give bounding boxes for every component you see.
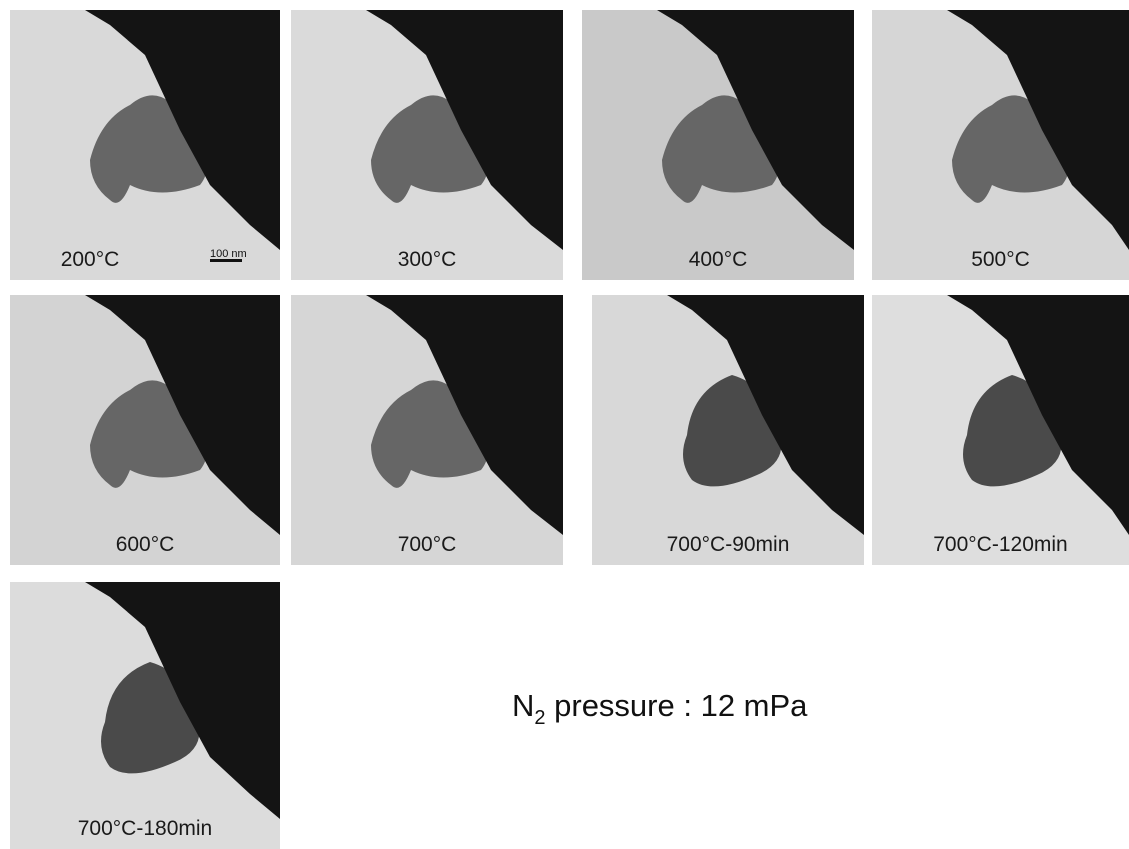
micrograph	[85, 582, 280, 819]
micrograph	[947, 10, 1129, 250]
panel-label: 700°C	[397, 533, 457, 556]
sample-edge	[667, 295, 864, 535]
panel-label: 700°C-180min	[77, 817, 213, 840]
panel-label: 400°C	[688, 248, 748, 271]
micrograph-panel: 400°C	[582, 10, 854, 280]
panel-label: 500°C	[971, 248, 1030, 271]
panel-label: 700°C-90min	[666, 533, 790, 556]
panel-label: 600°C	[115, 533, 175, 556]
panel-label: 200°C	[60, 248, 120, 271]
sample-edge	[366, 10, 563, 250]
micrograph	[85, 295, 280, 535]
caption-subscript: 2	[534, 707, 546, 729]
micrograph-panel: 600°C	[10, 295, 280, 565]
panel-label: 700°C-120min	[933, 533, 1068, 556]
sample-edge	[657, 10, 854, 250]
micrograph-panel: 700°C	[291, 295, 563, 565]
micrograph-panel: 700°C-180min	[10, 582, 280, 849]
micrograph	[947, 295, 1129, 535]
sample-edge	[85, 582, 280, 819]
micrograph	[657, 10, 854, 250]
sample-edge	[85, 10, 280, 250]
micrograph	[85, 10, 280, 250]
micrograph-panel: 200°C 100 nm	[10, 10, 280, 280]
sample-edge	[947, 10, 1129, 250]
caption: N2 pressure : 12 mPa	[512, 688, 807, 730]
micrograph-panel: 300°C	[291, 10, 563, 280]
micrograph	[366, 295, 563, 535]
sample-edge	[366, 295, 563, 535]
micrograph-panel: 700°C-90min	[592, 295, 864, 565]
micrograph	[667, 295, 864, 535]
caption-rest: pressure : 12 mPa	[545, 688, 808, 723]
micrograph	[366, 10, 563, 250]
scale-bar-label: 100 nm	[210, 248, 247, 260]
scale-bar	[210, 259, 242, 262]
micrograph-panel: 500°C	[872, 10, 1129, 280]
panel-label: 300°C	[397, 248, 457, 271]
sample-edge	[947, 295, 1129, 535]
micrograph-panel: 700°C-120min	[872, 295, 1129, 565]
sample-edge	[85, 295, 280, 535]
caption-main: N	[512, 688, 535, 723]
